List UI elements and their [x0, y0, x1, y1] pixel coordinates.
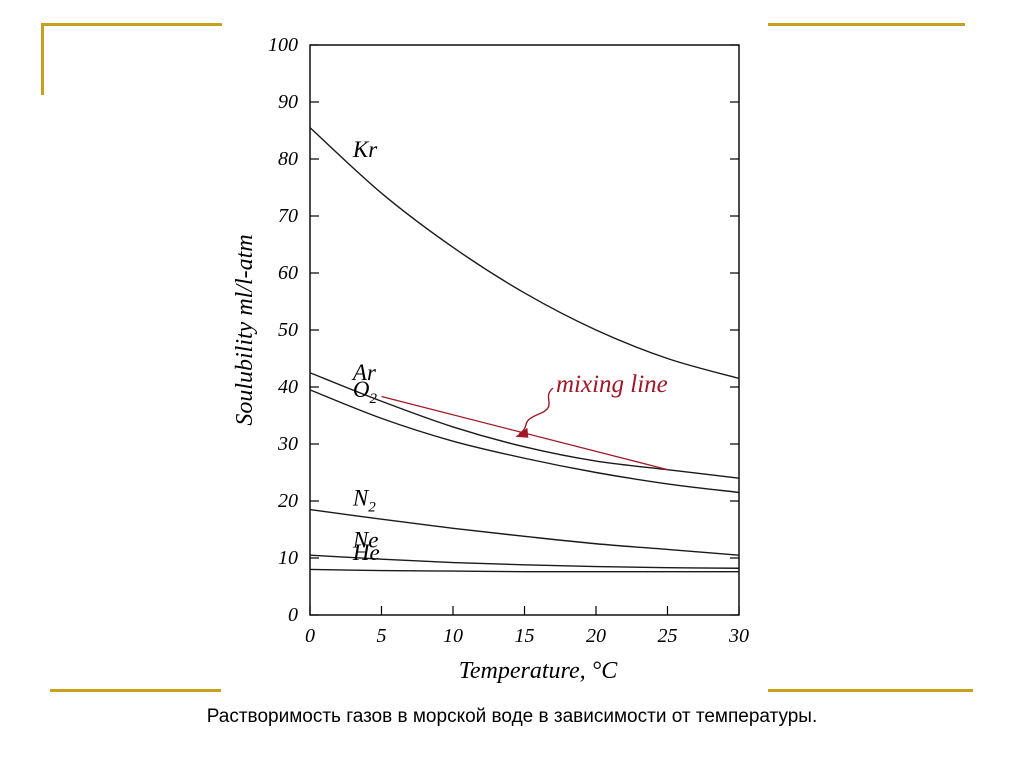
- curve-ne: [309, 554, 740, 569]
- y-tick-label: 80: [278, 148, 298, 170]
- x-tick-label: 25: [658, 625, 678, 647]
- frame-line-bottom-right: [768, 689, 973, 692]
- frame-corner-top-left-horizontal: [41, 23, 222, 26]
- curve-ar: [309, 372, 740, 479]
- frame-line-bottom-left: [50, 689, 221, 692]
- mixing-line-arrowhead: [515, 427, 529, 438]
- mixing-line-label: mixing line: [556, 371, 668, 398]
- curve-he: [309, 568, 739, 573]
- x-axis-label: Temperature, °C: [459, 658, 618, 684]
- y-tick-label: 100: [268, 34, 298, 56]
- frame-corner-top-left-vertical: [41, 23, 44, 95]
- y-tick-label: 60: [278, 262, 298, 284]
- x-tick-label: 20: [586, 625, 606, 647]
- frame-line-top-right: [768, 23, 965, 26]
- mixing-line-pointer: [518, 387, 554, 435]
- caption: Растворимость газов в морской воде в зав…: [206, 706, 818, 727]
- y-tick-label: 10: [278, 547, 298, 569]
- y-tick-label: 40: [278, 376, 298, 398]
- x-tick-label: 30: [728, 625, 749, 647]
- y-tick-label: 70: [278, 205, 298, 227]
- x-tick-label: 10: [443, 625, 463, 647]
- y-tick-label: 50: [278, 319, 298, 341]
- series-label-he: He: [352, 540, 380, 565]
- x-tick-label: 15: [515, 625, 535, 647]
- series-label-ne: Ne: [352, 528, 379, 553]
- curve-n2: [309, 508, 740, 556]
- curve-kr: [309, 127, 740, 380]
- series-label-n2: N2: [352, 485, 376, 515]
- curve-o2: [309, 389, 740, 494]
- x-tick-label: 0: [305, 625, 315, 647]
- y-tick-label: 20: [278, 490, 298, 512]
- series-label-ar: Ar: [351, 360, 377, 385]
- y-tick-label: 30: [277, 433, 298, 455]
- y-tick-label: 90: [278, 91, 298, 113]
- y-tick-label: 0: [288, 604, 298, 626]
- x-tick-label: 5: [377, 625, 387, 647]
- y-axis-label: Soulubility ml/l-atm: [232, 234, 258, 425]
- series-label-kr: Kr: [352, 137, 378, 162]
